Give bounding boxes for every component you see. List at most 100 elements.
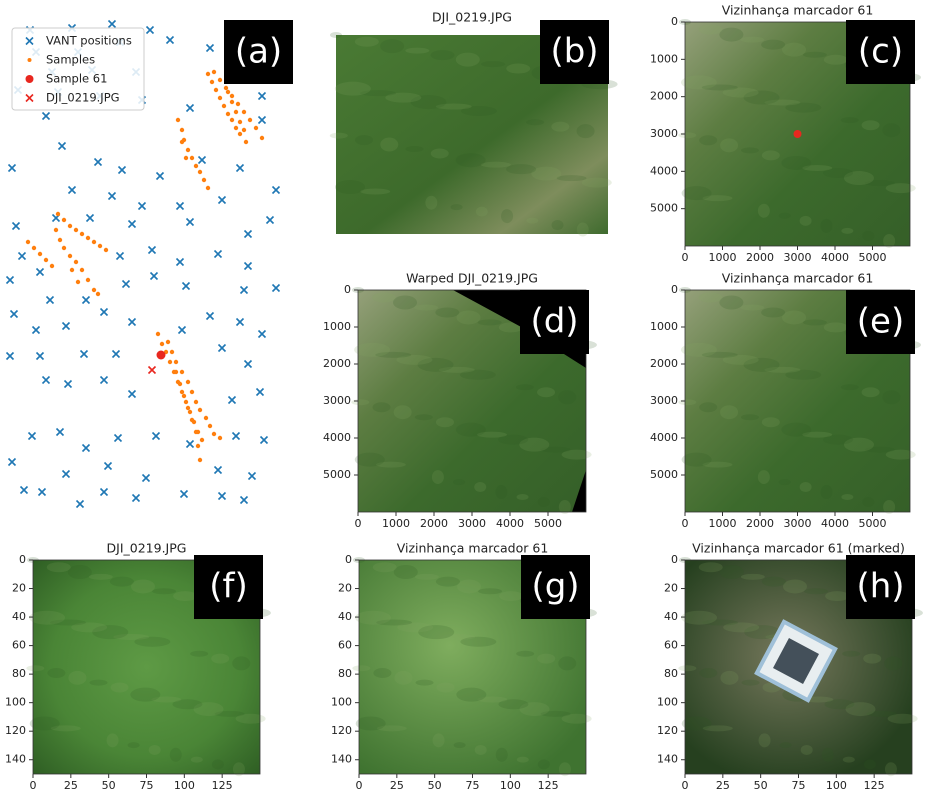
dot-marker: [230, 94, 234, 98]
dot-marker: [62, 246, 66, 250]
y-tick-label: 0: [671, 553, 678, 566]
dot-marker: [166, 340, 170, 344]
y-tick-label: 20: [338, 582, 352, 595]
texture: [551, 122, 569, 132]
x-marker: [273, 187, 280, 194]
x-marker: [147, 27, 154, 34]
texture: [841, 117, 859, 123]
x-tick-label: 100: [500, 779, 521, 792]
x-tick-label: 2000: [746, 251, 774, 264]
texture: [431, 149, 449, 159]
texture: [457, 579, 481, 593]
texture: [820, 485, 832, 499]
dot-marker: [230, 100, 234, 104]
dot-marker: [184, 156, 188, 160]
texture: [720, 138, 738, 152]
y-tick-label: 3000: [650, 127, 678, 140]
texture: [415, 414, 433, 420]
y-tick-label: 60: [338, 639, 352, 652]
y-tick-label: 0: [345, 553, 352, 566]
panel-label: (d): [530, 302, 578, 342]
page: {"chart_data": [ {"type": "scatter", "pa…: [0, 0, 926, 799]
texture: [495, 485, 507, 499]
texture: [191, 757, 203, 763]
legend-marker: [26, 75, 34, 83]
texture: [526, 218, 538, 224]
texture: [820, 219, 832, 233]
x-tick-label: 2000: [420, 517, 448, 530]
y-tick-label: 100: [331, 696, 352, 709]
y-tick-label: 3000: [323, 394, 351, 407]
y-tick-label: 1000: [323, 320, 351, 333]
texture: [170, 748, 182, 762]
texture: [841, 228, 853, 234]
texture: [355, 135, 373, 145]
legend: VANT positionsSamplesSample 61DJI_0219.J…: [12, 28, 144, 110]
dot-marker: [198, 408, 202, 412]
texture: [862, 231, 874, 241]
x-marker: [109, 21, 116, 28]
x-marker: [177, 203, 184, 210]
x-tick-label: 4000: [496, 517, 524, 530]
y-tick-label: 120: [657, 724, 678, 737]
x-marker: [83, 445, 90, 452]
texture: [29, 611, 65, 625]
texture: [782, 43, 806, 57]
sample-point: [794, 130, 802, 138]
x-marker: [177, 259, 184, 266]
texture: [496, 748, 508, 762]
dot-marker: [226, 112, 230, 116]
texture: [516, 384, 534, 390]
x-marker: [115, 435, 122, 442]
x-tick-label: 5000: [534, 517, 562, 530]
dot-marker: [98, 244, 102, 248]
x-tick-label: 3000: [784, 517, 812, 530]
texture: [107, 733, 119, 747]
texture: [355, 37, 379, 47]
texture: [804, 588, 828, 594]
y-tick-label: 80: [338, 667, 352, 680]
y-tick-label: 20: [12, 582, 26, 595]
dot-marker: [186, 148, 190, 152]
dot-marker: [214, 88, 218, 92]
dot-marker: [190, 418, 194, 422]
texture: [47, 668, 65, 678]
texture: [780, 742, 792, 748]
texture: [89, 574, 113, 580]
x-tick-label: 4000: [821, 251, 849, 264]
texture: [761, 307, 785, 317]
texture: [741, 574, 765, 580]
texture: [414, 304, 438, 310]
x-marker: [57, 429, 64, 436]
texture: [742, 680, 760, 686]
texture: [678, 132, 696, 138]
texture: [356, 717, 386, 731]
texture: [416, 680, 434, 686]
texture: [552, 220, 564, 230]
x-marker: [59, 143, 66, 150]
x-marker: [259, 117, 266, 124]
dot-marker: [50, 264, 54, 268]
x-marker: [29, 433, 36, 440]
dot-marker: [76, 280, 80, 284]
dot-marker: [70, 268, 74, 272]
x-marker: [7, 353, 14, 360]
x-marker: [113, 351, 120, 358]
x-tick-label: 0: [30, 779, 37, 792]
x-marker: [261, 437, 268, 444]
panel-label: (c): [858, 32, 903, 72]
dot-marker: [80, 232, 84, 236]
texture: [538, 497, 550, 507]
y-tick-label: 140: [331, 753, 352, 766]
dot-marker: [198, 170, 202, 174]
dot-marker: [92, 288, 96, 292]
dot-marker: [226, 90, 230, 94]
texture: [456, 423, 486, 437]
x-marker: [259, 93, 266, 100]
x-tick-label: 1000: [709, 251, 737, 264]
x-tick-label: 5000: [859, 517, 887, 530]
texture: [537, 387, 555, 397]
texture: [801, 745, 813, 755]
panel-label: (g): [531, 567, 579, 607]
texture: [558, 656, 576, 670]
